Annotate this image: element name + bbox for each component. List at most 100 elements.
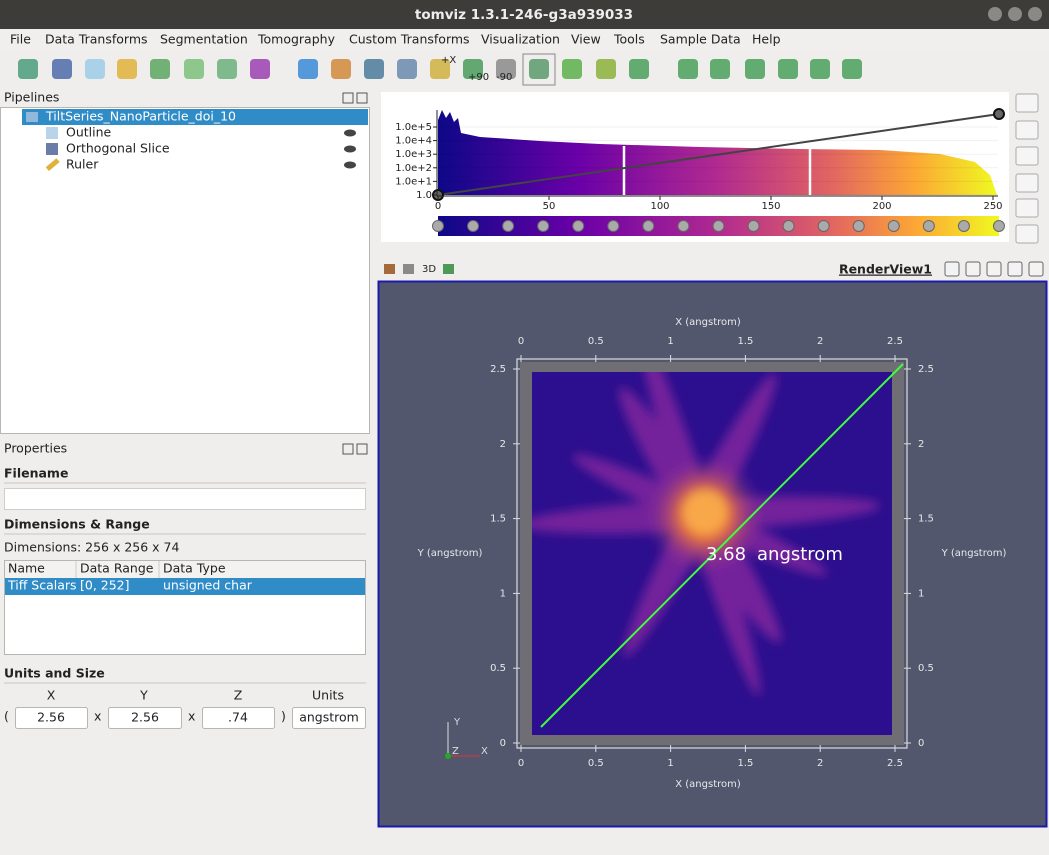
- view-tool-icon[interactable]: [403, 264, 414, 274]
- toolbar-button[interactable]: [250, 59, 270, 79]
- toolbar-button[interactable]: [629, 59, 649, 79]
- color-node[interactable]: [607, 220, 620, 232]
- menu-item[interactable]: File: [10, 32, 31, 47]
- menu-item[interactable]: Data Transforms: [45, 32, 148, 47]
- size-field[interactable]: [108, 707, 182, 729]
- y-tick-label: 1.0e+5: [395, 122, 432, 133]
- toolbar-button[interactable]: [85, 59, 105, 79]
- close-panel-button[interactable]: [356, 443, 368, 455]
- pipeline-item[interactable]: Outline: [66, 125, 112, 140]
- color-node[interactable]: [572, 220, 585, 232]
- triad-label: Y: [453, 717, 461, 728]
- toolbar-button[interactable]: [184, 59, 204, 79]
- eye-icon[interactable]: [344, 161, 356, 169]
- toolbar-button[interactable]: [810, 59, 830, 79]
- toolbar-button[interactable]: [298, 59, 318, 79]
- toolbar-button[interactable]: [496, 59, 516, 79]
- float-button[interactable]: [342, 92, 354, 104]
- toolbar-button[interactable]: [596, 59, 616, 79]
- color-node[interactable]: [502, 220, 515, 232]
- size-header: Z: [234, 688, 243, 703]
- color-node[interactable]: [747, 220, 760, 232]
- selected-row[interactable]: [5, 578, 365, 595]
- view-button[interactable]: [986, 261, 1002, 277]
- close-button[interactable]: [1028, 7, 1042, 21]
- side-button[interactable]: [1015, 146, 1039, 166]
- color-node[interactable]: [677, 220, 690, 232]
- color-node[interactable]: [467, 220, 480, 232]
- minimize-button[interactable]: [988, 7, 1002, 21]
- units-field[interactable]: [292, 707, 366, 729]
- pipeline-item[interactable]: Orthogonal Slice: [66, 141, 170, 156]
- eye-icon[interactable]: [344, 145, 356, 153]
- side-button[interactable]: [1015, 198, 1039, 218]
- toolbar-button[interactable]: [150, 59, 170, 79]
- toolbar-button[interactable]: [18, 59, 38, 79]
- maximize-button[interactable]: [1008, 7, 1022, 21]
- color-node[interactable]: [957, 220, 970, 232]
- size-value: 2.56: [131, 710, 159, 725]
- color-node[interactable]: [887, 220, 900, 232]
- view-tool-icon[interactable]: [384, 264, 395, 274]
- color-node[interactable]: [782, 220, 795, 232]
- toolbar-button[interactable]: [430, 59, 450, 79]
- x-tick-label: 0: [518, 758, 524, 769]
- filename-field[interactable]: [4, 488, 366, 510]
- side-button[interactable]: [1015, 93, 1039, 113]
- toolbar-button[interactable]: [364, 59, 384, 79]
- toolbar-button[interactable]: [778, 59, 798, 79]
- y-tick-label: 0: [500, 738, 506, 749]
- view-mode-button[interactable]: 3D: [422, 264, 436, 275]
- window-title: tomviz 1.3.1-246-g3a939033: [415, 7, 633, 23]
- view-button[interactable]: [1007, 261, 1023, 277]
- side-button[interactable]: [1015, 173, 1039, 193]
- toolbar-button[interactable]: [117, 59, 137, 79]
- y-tick-label: 0.5: [490, 663, 506, 674]
- toolbar-button[interactable]: [463, 59, 483, 79]
- selected-row[interactable]: [22, 109, 368, 125]
- color-node[interactable]: [537, 220, 550, 232]
- color-node[interactable]: [432, 220, 444, 232]
- toolbar-button[interactable]: [397, 59, 417, 79]
- menu-item[interactable]: Segmentation: [160, 32, 248, 47]
- menu-item[interactable]: Tools: [613, 32, 645, 47]
- view-button[interactable]: [965, 261, 981, 277]
- toolbar-button[interactable]: [529, 59, 549, 79]
- color-node[interactable]: [712, 220, 725, 232]
- menu-item[interactable]: Tomography: [257, 32, 336, 47]
- toolbar-button[interactable]: [217, 59, 237, 79]
- opacity-node[interactable]: [993, 108, 1005, 120]
- size-field[interactable]: [15, 707, 88, 729]
- color-node[interactable]: [642, 220, 655, 232]
- toolbar-button[interactable]: [562, 59, 582, 79]
- eye-icon[interactable]: [344, 129, 356, 137]
- separator-text: x: [188, 709, 195, 724]
- view-tool-icon[interactable]: [443, 264, 454, 274]
- pipeline-item[interactable]: Ruler: [66, 157, 99, 172]
- color-node[interactable]: [817, 220, 830, 232]
- pipeline-item[interactable]: TiltSeries_NanoParticle_doi_10: [45, 109, 236, 124]
- close-panel-button[interactable]: [356, 92, 368, 104]
- menu-item[interactable]: View: [571, 32, 601, 47]
- menu-item[interactable]: Visualization: [481, 32, 560, 47]
- toolbar-button[interactable]: [710, 59, 730, 79]
- color-node[interactable]: [852, 220, 865, 232]
- menu-item[interactable]: Custom Transforms: [349, 32, 470, 47]
- side-button[interactable]: [1015, 120, 1039, 140]
- x-tick-label: 200: [872, 201, 891, 212]
- size-field[interactable]: [202, 707, 275, 729]
- float-button[interactable]: [342, 443, 354, 455]
- color-node[interactable]: [922, 220, 935, 232]
- toolbar-button[interactable]: [52, 59, 72, 79]
- color-node[interactable]: [992, 220, 1005, 232]
- menu-item[interactable]: Help: [752, 32, 781, 47]
- view-button[interactable]: [1028, 261, 1044, 277]
- toolbar-button-active[interactable]: [522, 53, 556, 86]
- toolbar-button[interactable]: [678, 59, 698, 79]
- toolbar-button[interactable]: [745, 59, 765, 79]
- view-button[interactable]: [944, 261, 960, 277]
- menu-item[interactable]: Sample Data: [660, 32, 741, 47]
- side-button[interactable]: [1015, 224, 1039, 244]
- toolbar-button[interactable]: [842, 59, 862, 79]
- toolbar-button[interactable]: [331, 59, 351, 79]
